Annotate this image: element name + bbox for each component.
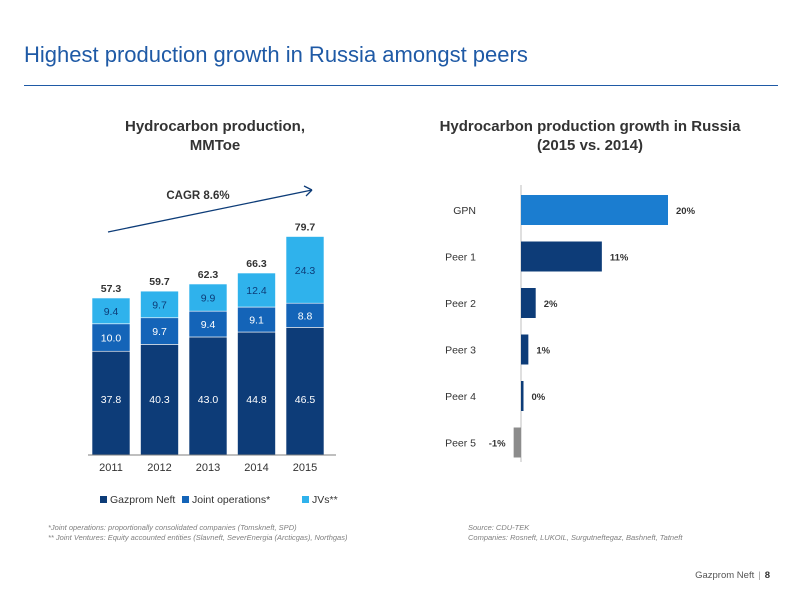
category-label: Peer 2 xyxy=(445,298,476,310)
bar-segment-gazprom-neft-2013 xyxy=(188,336,228,456)
bar-segment-joint-operations-2011 xyxy=(91,323,131,352)
segment-value-label: 10.0 xyxy=(101,333,122,345)
legend-swatch-2 xyxy=(302,496,309,503)
category-label: Peer 4 xyxy=(445,391,476,403)
legend-swatch-1 xyxy=(182,496,189,503)
legend-label-1: Joint operations* xyxy=(192,494,270,506)
category-label: Peer 3 xyxy=(445,345,476,357)
left-chart-title-line2: MMToe xyxy=(189,137,241,154)
bar-total-label: 57.3 xyxy=(101,283,122,295)
category-label: Peer 5 xyxy=(445,438,476,450)
footnote-companies: Companies: Rosneft, LUKOIL, Surgutnefteg… xyxy=(468,533,683,542)
legend-label-0: Gazprom Neft xyxy=(110,494,175,506)
bar-segment-joint-operations-2015 xyxy=(285,302,325,328)
x-tick-label: 2015 xyxy=(293,462,317,474)
bar-total-label: 79.7 xyxy=(295,221,316,233)
footnote-joint-operations: *Joint operations: proportionally consol… xyxy=(48,523,297,532)
bar-total-label: 59.7 xyxy=(149,276,170,288)
footnote-right: Source: CDU-TEK Companies: Rosneft, LUKO… xyxy=(468,523,682,543)
x-tick-label: 2013 xyxy=(196,462,220,474)
segment-value-label: 24.3 xyxy=(295,265,316,277)
bar-total-label: 66.3 xyxy=(246,258,267,270)
hbar-peer-4 xyxy=(521,381,524,411)
segment-value-label: 9.7 xyxy=(152,299,167,311)
segment-value-label: 9.9 xyxy=(201,293,216,305)
segment-value-label: 9.1 xyxy=(249,315,264,327)
footer-separator: | xyxy=(758,570,761,581)
segment-value-label: 40.3 xyxy=(149,394,170,406)
page-footer: Gazprom Neft | 8 xyxy=(695,570,770,581)
segment-value-label: 9.7 xyxy=(152,326,167,338)
segment-value-label: 12.4 xyxy=(246,285,267,297)
bar-segment-jvs-2012 xyxy=(140,290,179,319)
bar-segment-gazprom-neft-2014 xyxy=(237,331,276,456)
x-tick-label: 2011 xyxy=(99,462,123,474)
bar-segment-jvs-2013 xyxy=(188,283,228,312)
footnote-source: Source: CDU-TEK xyxy=(468,523,530,532)
bar-segment-jvs-2011 xyxy=(91,297,131,325)
bar-segment-jvs-2014 xyxy=(237,272,276,308)
page-title: Highest production growth in Russia amon… xyxy=(24,42,528,67)
page-number: 8 xyxy=(764,570,770,581)
hbar-peer-3 xyxy=(521,334,529,365)
cagr-arrow-head xyxy=(303,185,313,197)
segment-value-label: 9.4 xyxy=(201,319,216,331)
title-divider xyxy=(24,85,778,86)
hbar-peer-1 xyxy=(521,241,602,272)
cagr-arrow-line xyxy=(107,189,313,233)
right-chart-title-line2: (2015 vs. 2014) xyxy=(537,137,643,154)
category-label: Peer 1 xyxy=(445,252,476,264)
left-chart-title: Hydrocarbon production, MMToe xyxy=(95,117,335,155)
x-tick-label: 2014 xyxy=(244,462,268,474)
bar-value-label: 0% xyxy=(532,392,546,403)
right-chart-title-line1: Hydrocarbon production growth in Russia xyxy=(439,118,741,135)
bar-segment-gazprom-neft-2015 xyxy=(285,327,325,456)
left-chart-title-line1: Hydrocarbon production, xyxy=(125,118,305,135)
bar-value-label: 20% xyxy=(676,206,696,217)
bar-segment-joint-operations-2013 xyxy=(188,310,228,338)
hbar-peer-2 xyxy=(521,288,536,318)
cagr-label: CAGR 8.6% xyxy=(166,190,229,202)
footnote-left: *Joint operations: proportionally consol… xyxy=(48,523,347,543)
segment-value-label: 8.8 xyxy=(298,310,313,322)
bar-segment-jvs-2015 xyxy=(285,236,325,304)
bar-value-label: 11% xyxy=(610,253,629,264)
segment-value-label: 46.5 xyxy=(295,394,316,406)
legend-swatch-0 xyxy=(100,496,107,503)
segment-value-label: 44.8 xyxy=(246,394,267,406)
segment-value-label: 9.4 xyxy=(104,306,119,318)
bar-total-label: 62.3 xyxy=(198,269,219,281)
category-label: GPN xyxy=(453,205,476,217)
bar-value-label: 1% xyxy=(536,346,550,357)
bar-value-label: 2% xyxy=(544,299,558,310)
right-chart-title: Hydrocarbon production growth in Russia … xyxy=(410,117,770,155)
x-tick-label: 2012 xyxy=(147,462,171,474)
segment-value-label: 43.0 xyxy=(198,394,219,406)
segment-value-label: 37.8 xyxy=(101,394,122,406)
hbar-peer-5 xyxy=(513,427,521,458)
bar-segment-gazprom-neft-2011 xyxy=(91,350,131,456)
bar-value-label: -1% xyxy=(489,439,506,450)
legend-label-2: JVs** xyxy=(312,494,338,506)
bar-segment-joint-operations-2012 xyxy=(140,317,179,345)
hbar-gpn xyxy=(521,195,668,225)
footer-company: Gazprom Neft xyxy=(695,570,755,581)
footnote-joint-ventures: ** Joint Ventures: Equity accounted enti… xyxy=(48,533,348,542)
